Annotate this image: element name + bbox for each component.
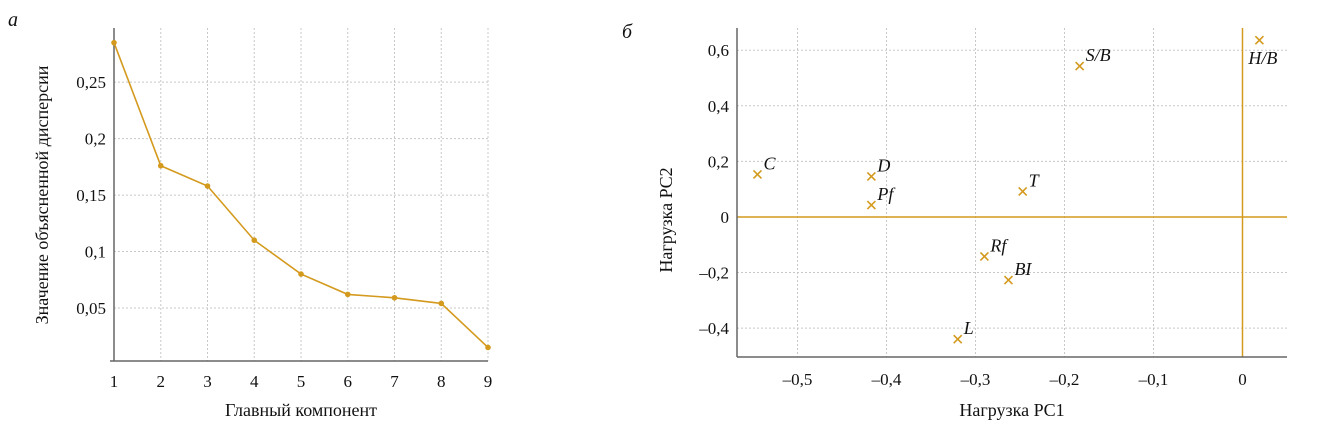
y-tick-label: 0,6 [708, 41, 729, 60]
x-tick-label: 9 [484, 372, 493, 391]
marker-stroke [866, 171, 876, 181]
point-label: D [876, 155, 890, 175]
x-tick-label: 7 [390, 372, 399, 391]
point-label: H/B [1247, 48, 1277, 68]
data-point [204, 183, 211, 189]
point-marker [866, 200, 876, 210]
point-label: S/B [1086, 45, 1111, 65]
y-axis-title: Нагрузка PC2 [656, 167, 676, 272]
x-tick-label: –0,4 [871, 370, 902, 389]
x-tick-label: 1 [110, 372, 119, 391]
point-marker [979, 251, 989, 261]
data-point [157, 162, 164, 169]
x-tick-label: –0,3 [960, 370, 991, 389]
point-marker [1075, 61, 1085, 71]
x-tick-label: 2 [157, 372, 166, 391]
data-point [391, 294, 398, 301]
marker-stroke [1254, 35, 1264, 45]
point-marker [1018, 186, 1028, 196]
y-tick-label: 0,25 [76, 73, 106, 92]
y-tick-label: 0 [721, 208, 730, 227]
x-tick-label: –0,1 [1138, 370, 1169, 389]
point-label: T [1029, 170, 1041, 190]
x-tick-label: –0,2 [1049, 370, 1080, 389]
x-axis-title: Нагрузка PC1 [959, 400, 1064, 420]
y-tick-label: 0,15 [76, 186, 106, 205]
data-point [111, 39, 117, 46]
marker-stroke [1003, 275, 1014, 285]
data-point [438, 300, 445, 307]
marker-stroke [979, 251, 989, 261]
y-tick-label: –0,2 [698, 264, 729, 283]
x-tick-label: –0,5 [782, 370, 813, 389]
marker-stroke [752, 169, 763, 180]
x-tick-label: 6 [344, 372, 353, 391]
marker-stroke [1018, 186, 1028, 196]
x-tick-label: 8 [437, 372, 446, 391]
data-point [344, 291, 351, 298]
data-point [251, 237, 258, 244]
x-axis-title: Главный компонент [225, 400, 377, 420]
y-tick-label: –0,4 [698, 319, 729, 338]
point-label: BI [1014, 259, 1032, 279]
y-tick-label: 0,2 [708, 152, 729, 171]
point-marker [1254, 35, 1264, 45]
marker-stroke [1075, 61, 1085, 71]
marker-stroke [866, 200, 876, 210]
point-marker [866, 171, 876, 181]
data-point [298, 271, 304, 277]
marker-stroke [953, 334, 963, 344]
x-tick-label: 3 [203, 372, 212, 391]
y-tick-label: 0,4 [708, 97, 730, 116]
panel-label-a: а [8, 9, 18, 31]
x-tick-label: 0 [1238, 370, 1247, 389]
point-marker [953, 334, 963, 344]
y-axis-title: Значение объясненной дисперсии [32, 65, 52, 324]
point-marker [752, 169, 763, 180]
point-label: Rf [989, 235, 1009, 255]
y-tick-label: 0,05 [76, 299, 106, 318]
x-tick-label: 4 [250, 372, 259, 391]
point-label: C [763, 153, 776, 173]
panel-label-b: б [622, 21, 633, 43]
y-tick-label: 0,1 [85, 243, 106, 262]
point-marker [1003, 275, 1014, 285]
point-label: Pf [876, 184, 896, 204]
x-tick-label: 5 [297, 372, 306, 391]
data-point [485, 344, 491, 351]
y-tick-label: 0,2 [85, 130, 106, 149]
point-label: L [963, 318, 974, 338]
